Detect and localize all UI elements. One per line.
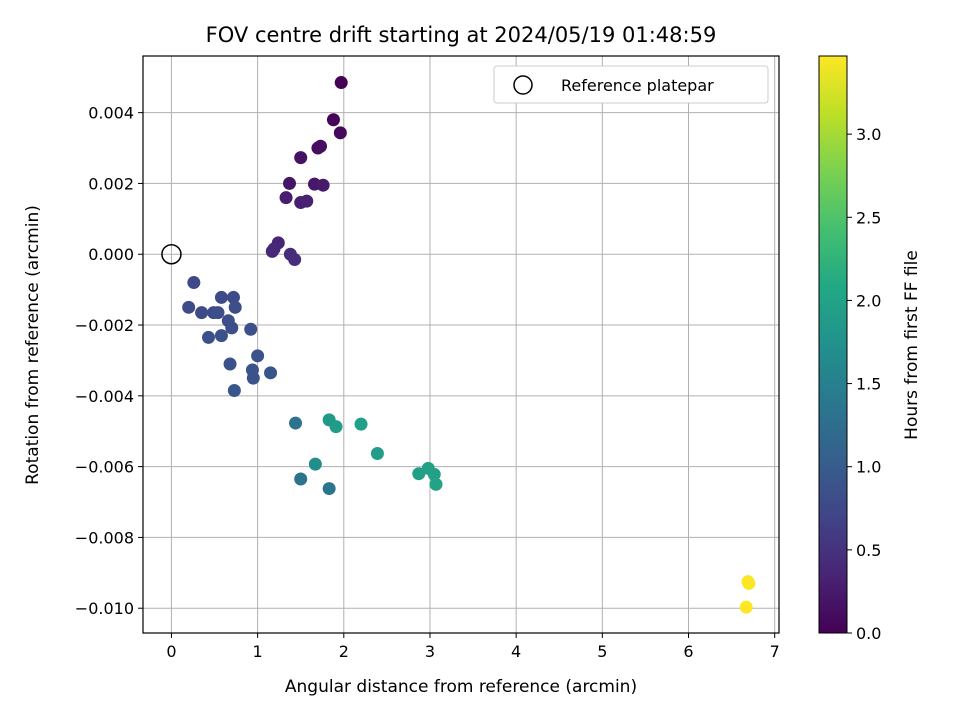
x-tick-label: 6 <box>683 642 693 661</box>
data-point <box>226 290 240 304</box>
data-point <box>228 300 242 314</box>
x-tick-label: 2 <box>339 642 349 661</box>
x-tick-label: 0 <box>166 642 176 661</box>
colorbar-gradient <box>818 55 848 634</box>
y-tick-label: 0.004 <box>88 104 134 123</box>
data-point <box>334 76 348 90</box>
colorbar-tick-label: 2.5 <box>856 208 881 227</box>
data-point <box>354 417 368 431</box>
data-point <box>251 349 265 363</box>
x-axis-ticks: 0 1 2 3 4 5 6 7 <box>166 633 780 661</box>
data-point <box>246 371 260 385</box>
data-point <box>214 329 228 343</box>
data-point <box>264 366 278 380</box>
legend-open-circle-icon <box>513 75 533 95</box>
data-point <box>370 447 384 461</box>
x-tick-label: 7 <box>770 642 780 661</box>
y-tick-label: −0.002 <box>75 316 134 335</box>
data-point <box>227 384 241 398</box>
data-point <box>316 178 330 192</box>
y-tick-label: −0.008 <box>75 528 134 547</box>
reference-marker-group <box>161 243 182 265</box>
colorbar-tick-label: 0.0 <box>856 624 881 643</box>
x-tick-label: 4 <box>511 642 521 661</box>
reference-platepar-marker <box>161 243 182 265</box>
data-point <box>289 416 303 430</box>
data-point <box>214 290 228 304</box>
x-tick-label: 1 <box>253 642 263 661</box>
y-axis-label: Rotation from reference (arcmin) <box>23 205 43 485</box>
data-point <box>333 126 347 140</box>
x-tick-label: 5 <box>597 642 607 661</box>
legend-box <box>493 65 769 104</box>
data-point <box>182 300 196 314</box>
data-point <box>308 457 322 471</box>
colorbar-tick-label: 3.0 <box>856 125 881 144</box>
data-point <box>300 194 314 208</box>
data-point <box>314 139 328 153</box>
chart-title: FOV centre drift starting at 2024/05/19 … <box>206 23 717 47</box>
x-tick-label: 3 <box>425 642 435 661</box>
data-point <box>283 176 297 190</box>
data-point <box>201 330 215 344</box>
x-axis-label: Angular distance from reference (arcmin) <box>285 677 637 697</box>
data-point <box>329 420 343 434</box>
colorbar-ticks: 0.0 0.5 1.0 1.5 2.0 2.5 3.0 <box>847 125 881 643</box>
y-axis-ticks: 0.004 0.002 0.000 −0.002 −0.004 −0.006 −0.008 −… <box>75 104 143 618</box>
legend: Reference platepar <box>493 65 769 104</box>
data-point <box>288 253 302 267</box>
legend-label: Reference platepar <box>561 76 714 95</box>
colorbar-tick-label: 0.5 <box>856 541 881 560</box>
data-point <box>223 357 237 371</box>
data-point <box>427 467 441 481</box>
plot-area-frame <box>142 55 780 634</box>
colorbar: 0.0 0.5 1.0 1.5 2.0 2.5 3.0 Hours from first F… <box>818 55 922 643</box>
colorbar-label: Hours from first FF file <box>902 250 922 440</box>
colorbar-tick-label: 1.0 <box>856 458 881 477</box>
grid-lines <box>143 56 779 633</box>
y-tick-label: −0.004 <box>75 387 134 406</box>
y-tick-label: −0.010 <box>75 599 134 618</box>
data-point <box>187 276 201 290</box>
data-point <box>742 576 756 590</box>
y-tick-label: 0.000 <box>88 245 134 264</box>
data-point <box>739 600 753 614</box>
data-point <box>225 321 239 335</box>
data-point <box>412 467 426 481</box>
colorbar-tick-label: 1.5 <box>856 375 881 394</box>
data-point <box>294 472 308 486</box>
data-point <box>429 477 443 491</box>
y-tick-label: 0.002 <box>88 174 134 193</box>
data-point <box>294 151 308 165</box>
data-point <box>326 113 340 127</box>
data-point <box>322 482 336 496</box>
data-point <box>244 322 258 336</box>
data-point <box>195 306 209 320</box>
data-points <box>182 76 756 614</box>
y-tick-label: −0.006 <box>75 458 134 477</box>
data-point <box>211 306 225 320</box>
colorbar-tick-label: 2.0 <box>856 291 881 310</box>
data-point <box>279 191 293 205</box>
data-point <box>265 244 279 258</box>
